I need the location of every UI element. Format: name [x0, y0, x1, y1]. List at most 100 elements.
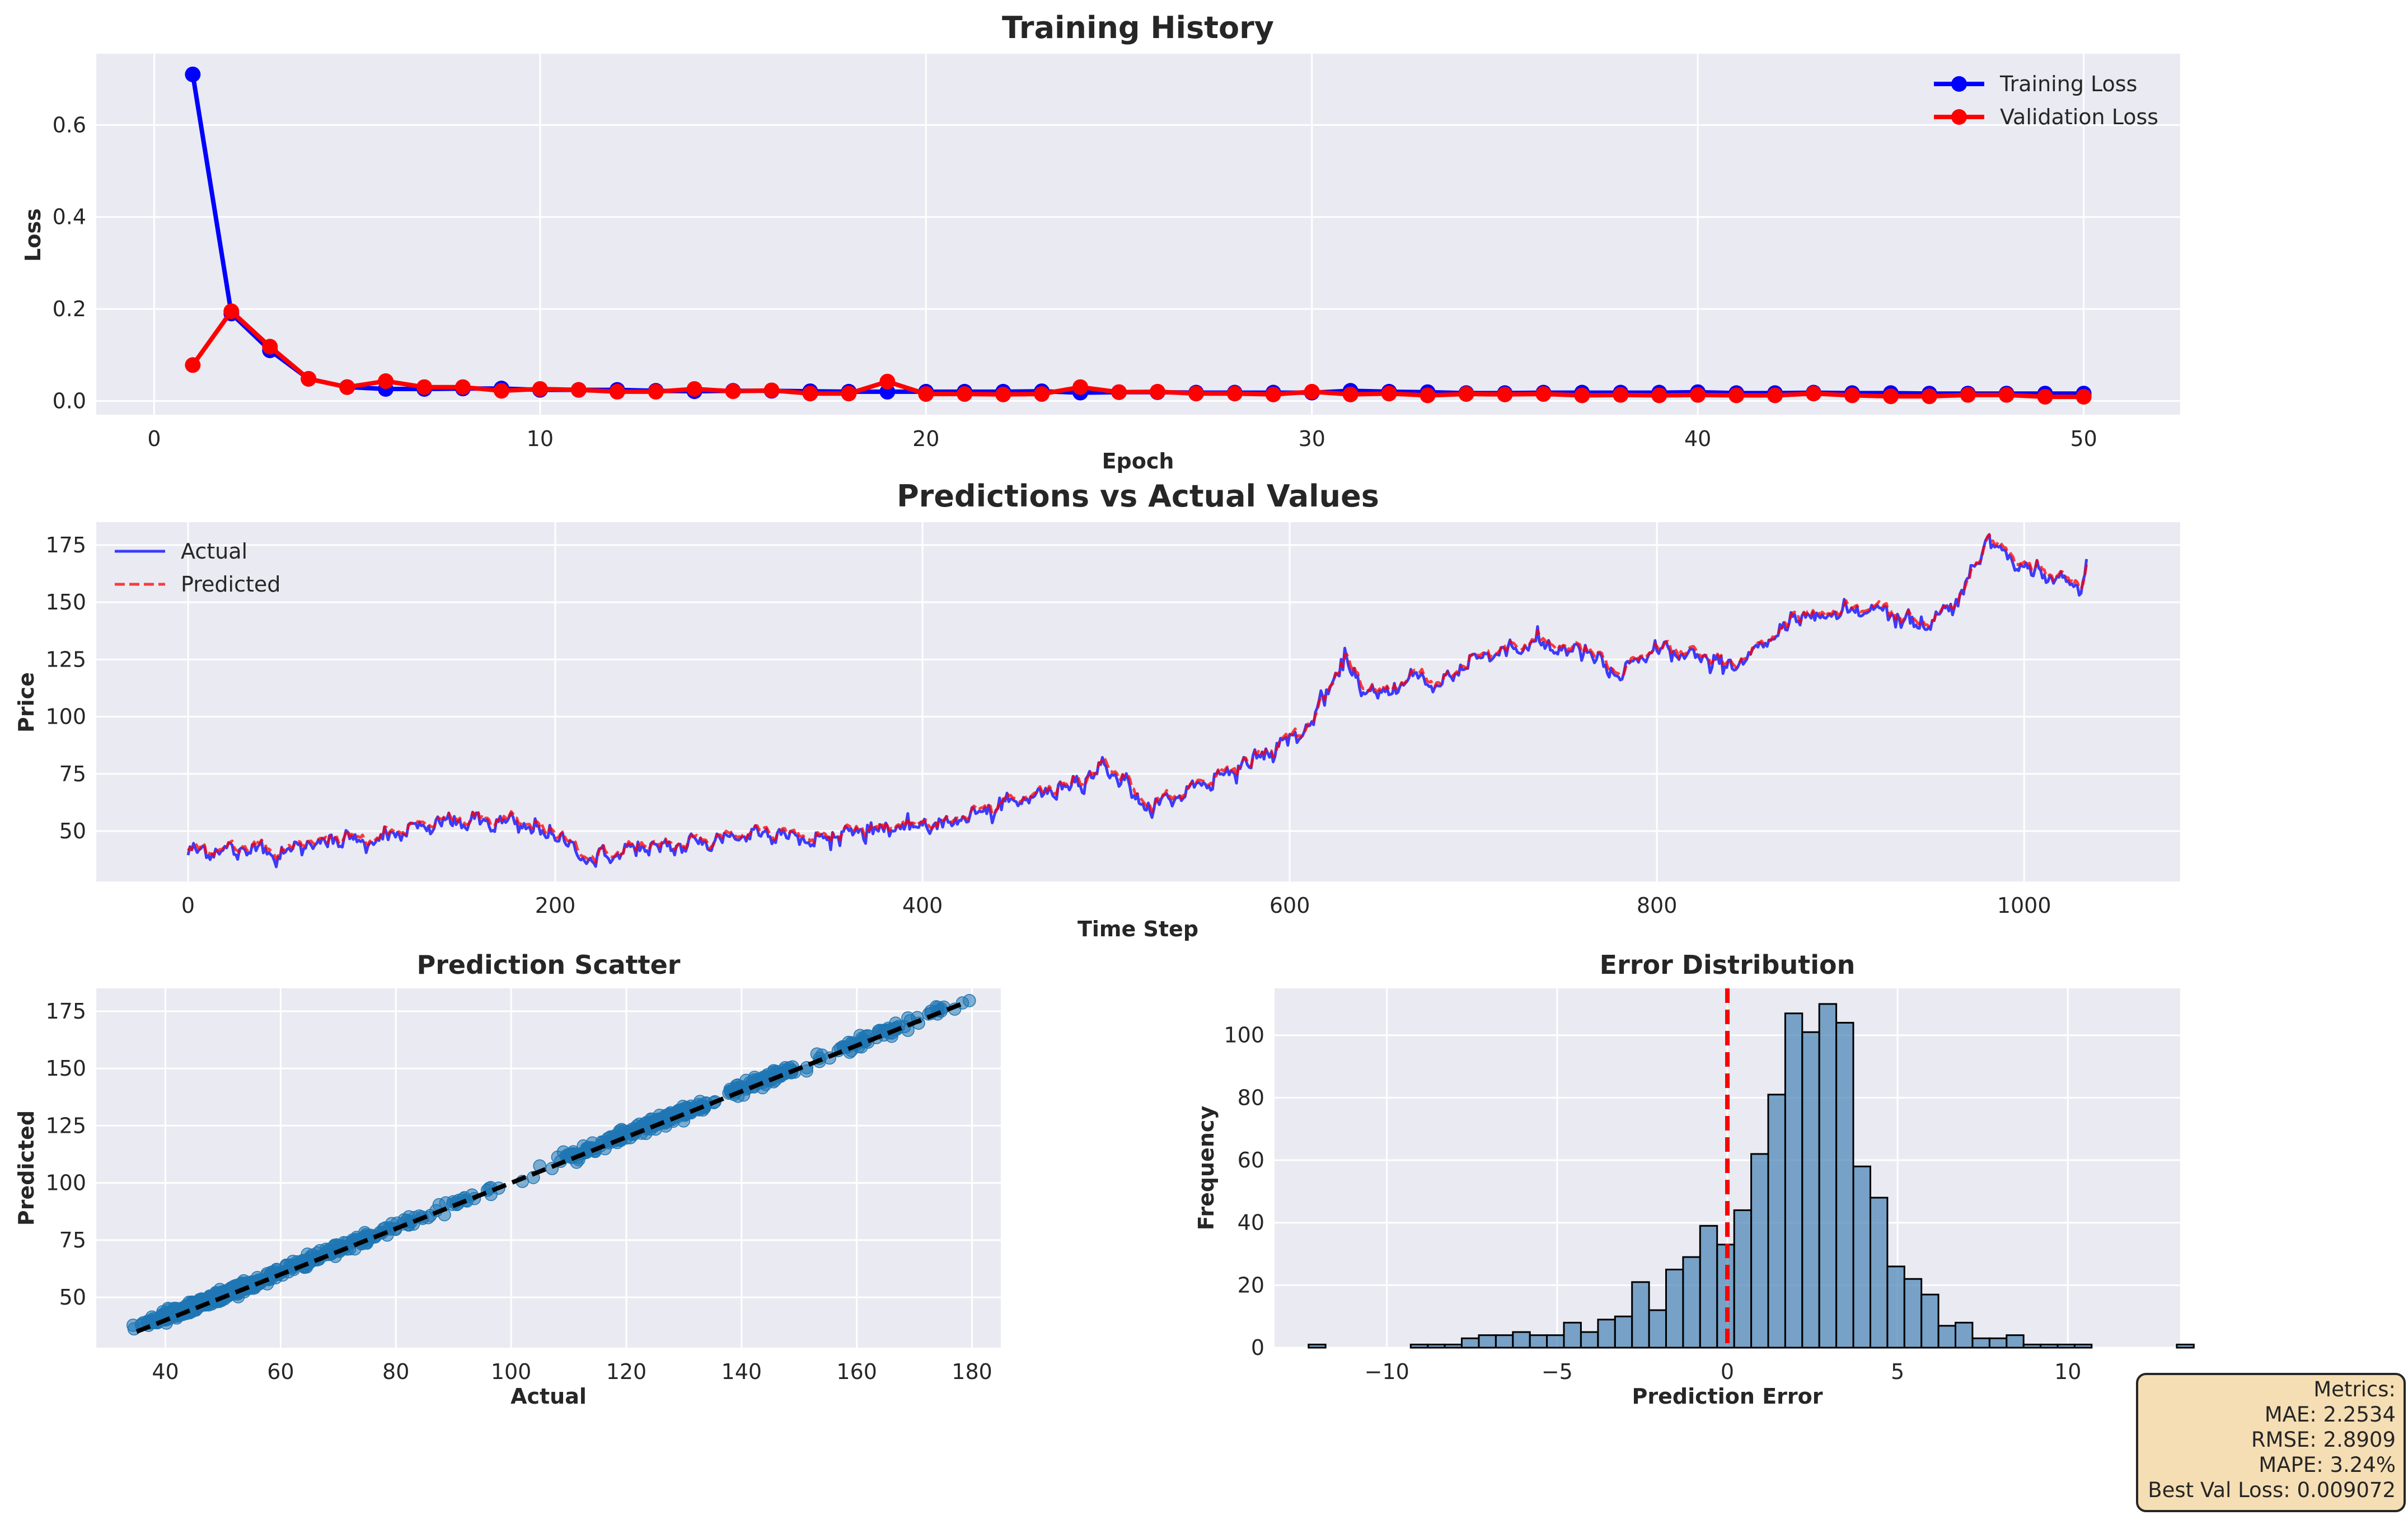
point-validation-loss: [918, 386, 934, 402]
histogram-bar: [1750, 1153, 1769, 1349]
x-tick-label: −5: [1542, 1359, 1573, 1384]
y-tick-label: 125: [45, 647, 86, 672]
point-validation-loss: [1419, 387, 1436, 404]
point-validation-loss: [416, 379, 433, 395]
y-axis-label: Price: [14, 672, 39, 733]
histogram-bar: [1784, 1012, 1803, 1349]
point-validation-loss: [1690, 387, 1706, 403]
x-tick-label: 140: [722, 1359, 762, 1384]
histogram-bar: [1409, 1343, 1429, 1349]
legend-label-predicted: Predicted: [181, 572, 280, 597]
x-tick-label: 50: [2070, 426, 2097, 451]
scatter-point: [279, 1258, 293, 1272]
histogram-bar: [1444, 1343, 1463, 1349]
x-tick-label: 30: [1299, 426, 1325, 451]
y-tick-label: 0: [1251, 1335, 1264, 1360]
point-validation-loss: [185, 357, 201, 373]
legend-marker-training-loss: [1951, 76, 1967, 92]
histogram-bar: [1903, 1278, 1923, 1349]
series: [185, 66, 2092, 405]
metrics-best-val-loss: Best Val Loss: 0.009072: [2148, 1478, 2396, 1502]
point-validation-loss: [570, 382, 587, 398]
series: [186, 533, 2088, 869]
point-validation-loss: [455, 379, 471, 395]
x-tick-label: 5: [1891, 1359, 1904, 1384]
point-validation-loss: [223, 303, 240, 320]
point-validation-loss: [1882, 388, 1899, 405]
metrics-header: Metrics:: [2313, 1377, 2396, 1401]
predictions-vs-actual-chart: 0 200 400 600 800 1000 50 75 100 125 150 175 Predic…: [14, 479, 2180, 941]
x-tick-label: 0: [1721, 1359, 1734, 1384]
y-tick-label: 60: [1238, 1148, 1264, 1172]
histogram-bar: [1546, 1334, 1565, 1349]
histogram-bar: [1835, 1021, 1854, 1349]
histogram-bar: [1733, 1209, 1753, 1349]
histogram-bar: [1648, 1309, 1667, 1349]
y-axis-label: Predicted: [14, 1110, 39, 1226]
y-tick-label: 75: [59, 1228, 86, 1253]
histogram-bar: [1665, 1268, 1684, 1349]
chart-title: Prediction Scatter: [417, 950, 681, 980]
y-axis-label: Frequency: [1194, 1106, 1219, 1231]
histogram-bar: [2006, 1334, 2025, 1349]
point-validation-loss: [879, 373, 896, 390]
histogram-bar: [1870, 1197, 1889, 1349]
point-validation-loss: [1342, 386, 1358, 402]
point-validation-loss: [1497, 386, 1513, 402]
histogram-bar: [1495, 1334, 1514, 1349]
histogram-bar: [2073, 1343, 2093, 1349]
metrics-rmse: RMSE: 2.8909: [2251, 1428, 2396, 1452]
legend-label-training-loss: Training Loss: [1999, 72, 2137, 96]
y-tick-label: 100: [45, 1171, 86, 1195]
chart-title: Training History: [1002, 10, 1274, 45]
point-validation-loss: [648, 383, 664, 400]
point-validation-loss: [957, 386, 973, 402]
point-validation-loss: [1767, 387, 1783, 404]
y-axis-label: Loss: [21, 208, 45, 262]
point-validation-loss: [532, 381, 548, 397]
y-tick-label: 100: [45, 705, 86, 729]
histogram-bar: [1801, 1031, 1820, 1349]
histogram-bar: [1631, 1281, 1650, 1349]
point-validation-loss: [609, 383, 625, 400]
point-validation-loss: [686, 381, 702, 397]
point-validation-loss: [2076, 388, 2092, 405]
x-tick-label: 100: [491, 1359, 532, 1384]
y-tick-label: 50: [59, 819, 86, 843]
point-validation-loss: [995, 386, 1011, 402]
point-validation-loss: [1728, 387, 1745, 404]
x-tick-label: 120: [606, 1359, 647, 1384]
x-tick-label: 400: [902, 893, 943, 918]
point-validation-loss: [1226, 386, 1243, 402]
point-validation-loss: [1265, 386, 1281, 402]
x-tick-label: 80: [382, 1359, 409, 1384]
y-tick-label: 0.2: [53, 297, 86, 321]
x-tick-label: 1000: [1997, 893, 2051, 918]
y-tick-label: 40: [1238, 1211, 1264, 1235]
training-history-chart: 0 10 20 30 40 50 0.0 0.2 0.4 0.6 Training History…: [21, 10, 2180, 473]
x-tick-label: 10: [527, 426, 554, 451]
histogram-bar: [1988, 1337, 2008, 1349]
point-validation-loss: [802, 386, 818, 402]
histogram-bar: [1529, 1334, 1548, 1349]
histogram-bar: [1478, 1334, 1497, 1349]
point-validation-loss: [1458, 386, 1474, 402]
point-validation-loss: [1921, 388, 1937, 405]
metrics-mape: MAPE: 3.24%: [2259, 1453, 2396, 1477]
histogram-bar: [1937, 1325, 1957, 1349]
y-tick-label: 20: [1238, 1273, 1264, 1297]
y-tick-label: 150: [45, 1056, 86, 1081]
histogram-bar: [1308, 1343, 1327, 1349]
histogram-bar: [1614, 1315, 1633, 1349]
point-validation-loss: [1651, 387, 1667, 404]
point-validation-loss: [1574, 387, 1590, 404]
point-validation-loss: [1381, 386, 1397, 402]
histogram-bar: [1818, 1003, 1838, 1349]
point-validation-loss: [1072, 379, 1089, 395]
histogram-bar: [1512, 1331, 1531, 1349]
metrics-mae: MAE: 2.2534: [2265, 1403, 2396, 1427]
x-tick-label: 10: [2054, 1359, 2081, 1384]
ticks: 0 10 20 30 40 50 0.0 0.2 0.4 0.6: [53, 112, 2097, 451]
